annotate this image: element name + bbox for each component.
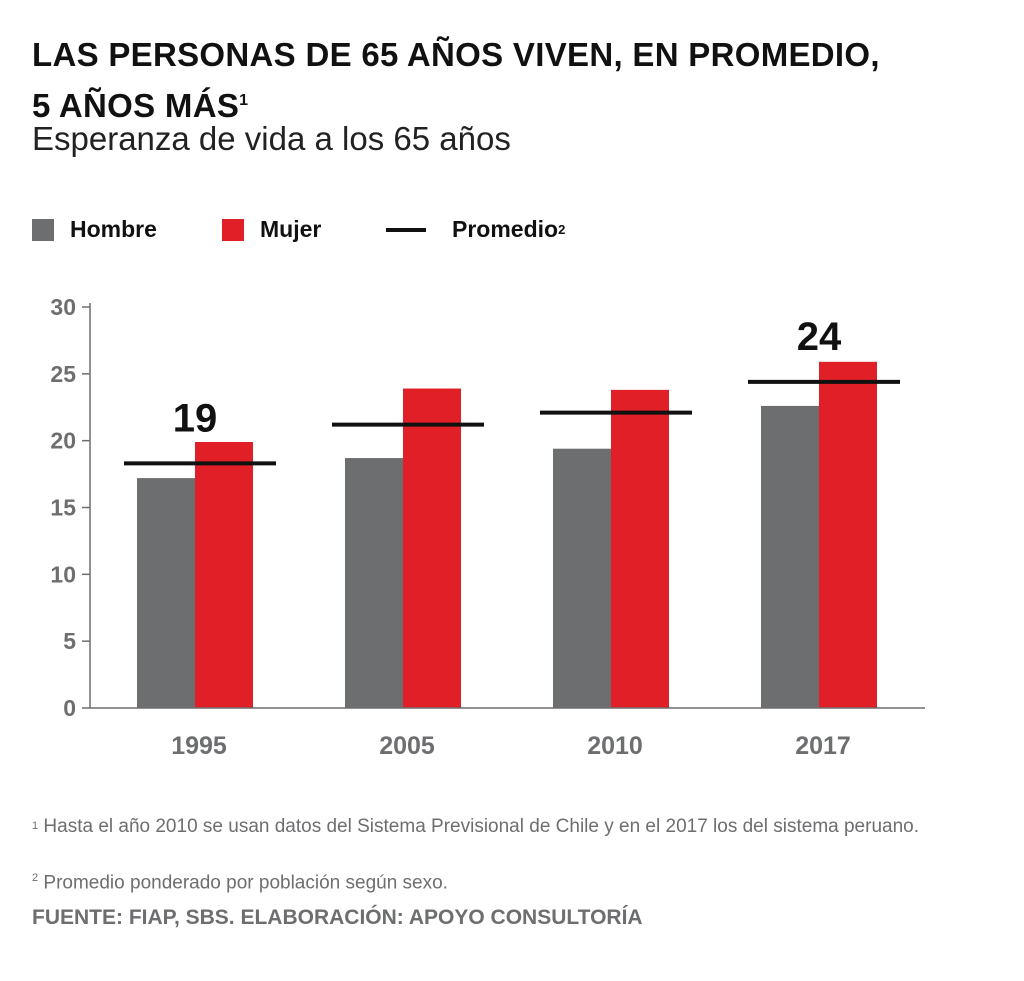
data-label-2017: 24 [797, 315, 842, 359]
y-tick-label: 15 [50, 495, 76, 521]
bar-hombre-2017 [761, 405, 819, 708]
footnote-1: 1 Hasta el año 2010 se usan datos del Si… [32, 814, 983, 843]
title-line-2: 5 AÑOS MÁS [32, 87, 240, 124]
bar-hombre-1995 [137, 478, 195, 708]
chart-subtitle: Esperanza de vida a los 65 años [32, 120, 511, 157]
legend-label-mujer: Mujer [260, 216, 322, 242]
source-note: FUENTE: FIAP, SBS. ELABORACIÓN: APOYO CO… [32, 906, 643, 929]
legend-swatch-hombre [32, 218, 54, 241]
legend-line-promedio [386, 227, 426, 232]
chart-title: LAS PERSONAS DE 65 AÑOS VIVEN, EN PROMED… [32, 32, 880, 129]
legend-promedio: Promedio 2 [386, 216, 565, 243]
x-tick-label: 2005 [379, 732, 435, 760]
title-line-1: LAS PERSONAS DE 65 AÑOS VIVEN, EN PROMED… [32, 36, 880, 73]
legend-footnote-mark: 2 [558, 222, 566, 237]
title-footnote-mark: 1 [239, 92, 249, 109]
x-tick-label: 2010 [587, 732, 643, 760]
footnote-1-mark: 1 [32, 820, 39, 832]
footnote-2-mark: 2 [32, 872, 39, 884]
bar-mujer-2017 [819, 361, 877, 708]
y-tick-label: 5 [63, 628, 76, 654]
footnote-2: 2 Promedio ponderado por población según… [32, 866, 448, 895]
x-tick-label: 2017 [795, 732, 851, 760]
y-tick-label: 25 [50, 361, 76, 387]
footnote-1-text: Hasta el año 2010 se usan datos del Sist… [43, 816, 919, 837]
legend-swatch-mujer [222, 218, 244, 241]
footnote-2-text: Promedio ponderado por población según s… [43, 872, 448, 894]
legend-mujer: Mujer [222, 216, 321, 243]
legend-label-promedio: Promedio [452, 216, 559, 242]
y-tick-label: 20 [50, 428, 76, 454]
bar-hombre-2005 [345, 458, 403, 708]
bar-mujer-2010 [611, 389, 669, 708]
bar-mujer-2005 [403, 388, 461, 708]
y-tick-label: 30 [50, 294, 76, 320]
bar-hombre-2010 [553, 448, 611, 708]
data-label-1995: 19 [173, 396, 218, 440]
legend-label-hombre: Hombre [70, 216, 157, 242]
y-tick-label: 10 [50, 561, 76, 587]
legend-hombre: Hombre [32, 216, 157, 243]
y-tick-label: 0 [63, 695, 76, 721]
x-tick-label: 1995 [171, 732, 227, 760]
bar-mujer-1995 [195, 442, 253, 708]
